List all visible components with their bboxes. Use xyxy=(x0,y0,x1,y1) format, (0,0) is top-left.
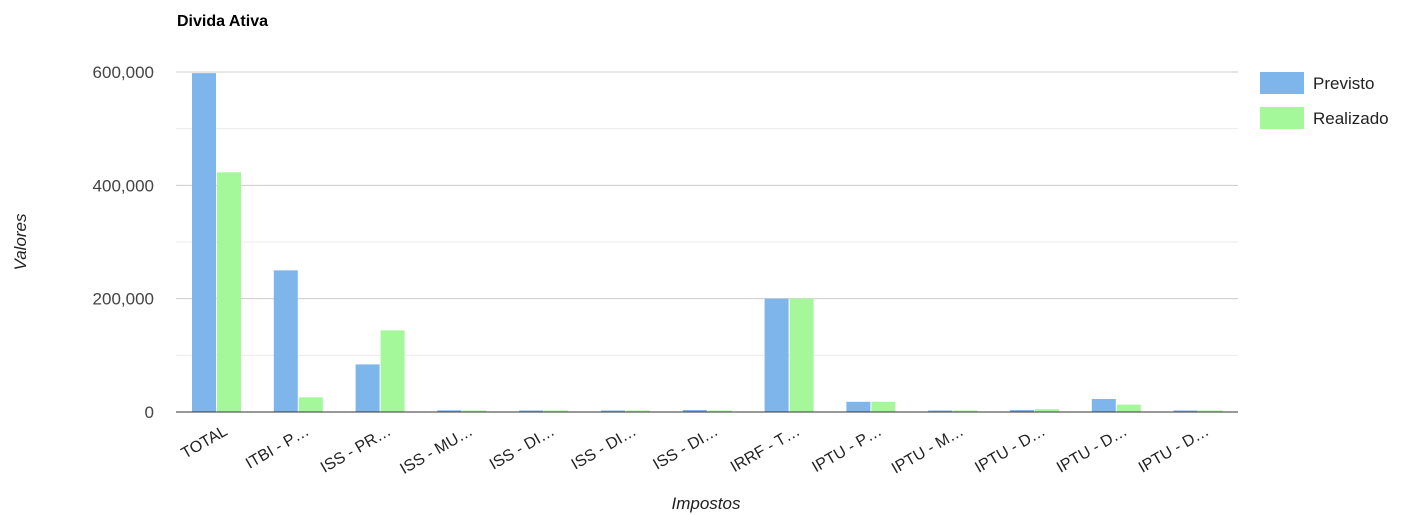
gridlines xyxy=(176,71,1238,356)
x-tick-labels: TOTAL ITBI - P… ISS - PR… ISS - MU… ISS - DI… xyxy=(179,423,1212,478)
bar-previsto-11[interactable] xyxy=(1091,398,1116,412)
x-tick-label-7: IRRF - T… xyxy=(728,423,803,476)
bar-previsto-12[interactable] xyxy=(1173,410,1198,413)
bar-realizado-4[interactable] xyxy=(544,410,569,413)
x-tick-label-0: TOTAL xyxy=(179,423,231,463)
bar-previsto-1[interactable] xyxy=(273,270,298,412)
y-tick-label-3: 600,000 xyxy=(93,63,154,82)
legend[interactable]: Previsto Realizado xyxy=(1260,72,1389,129)
x-tick-label-12: IPTU - D… xyxy=(1136,423,1212,477)
x-tick-label-11: IPTU - D… xyxy=(1054,423,1130,477)
bar-previsto-7[interactable] xyxy=(764,298,789,412)
chart-title: Divida Ativa xyxy=(177,13,268,30)
bar-realizado-5[interactable] xyxy=(626,410,650,413)
x-tick-label-10: IPTU - D… xyxy=(972,423,1048,477)
bar-previsto-5[interactable] xyxy=(601,410,625,413)
bar-realizado-3[interactable] xyxy=(462,410,487,413)
bar-realizado-1[interactable] xyxy=(298,397,323,412)
bar-previsto-4[interactable] xyxy=(519,410,544,413)
y-tick-label-0: 0 xyxy=(145,403,154,422)
bar-realizado-12[interactable] xyxy=(1198,410,1223,413)
bar-previsto-9[interactable] xyxy=(928,410,953,413)
x-tick-label-8: IPTU - P… xyxy=(809,423,884,476)
legend-swatch-previsto xyxy=(1260,72,1304,94)
bar-previsto-0[interactable] xyxy=(192,73,216,412)
bar-previsto-6[interactable] xyxy=(682,410,707,412)
x-tick-label-6: ISS - DI… xyxy=(650,423,721,474)
bar-realizado-0[interactable] xyxy=(217,172,241,412)
bar-realizado-8[interactable] xyxy=(871,401,896,412)
x-tick-label-9: IPTU - M… xyxy=(889,423,967,478)
y-axis-title: Valores xyxy=(11,213,30,271)
bar-realizado-10[interactable] xyxy=(1035,409,1059,412)
legend-label-previsto: Previsto xyxy=(1313,74,1374,93)
legend-label-realizado: Realizado xyxy=(1313,109,1389,128)
bar-realizado-11[interactable] xyxy=(1116,404,1141,412)
x-tick-label-1: ITBI - P… xyxy=(243,423,312,473)
bar-previsto-2[interactable] xyxy=(355,364,380,412)
bar-previsto-10[interactable] xyxy=(1010,410,1034,412)
bar-previsto-8[interactable] xyxy=(846,401,871,412)
legend-item-realizado[interactable]: Realizado xyxy=(1260,107,1389,129)
bar-previsto-3[interactable] xyxy=(437,410,462,412)
y-tick-labels: 0 200,000 400,000 600,000 xyxy=(93,63,154,422)
x-axis-title: Impostos xyxy=(672,494,741,513)
y-tick-label-1: 200,000 xyxy=(93,290,154,309)
bars xyxy=(192,73,1223,412)
y-tick-label-2: 400,000 xyxy=(93,176,154,195)
x-tick-label-5: ISS - DI… xyxy=(569,423,640,474)
legend-swatch-realizado xyxy=(1260,107,1304,129)
bar-realizado-2[interactable] xyxy=(380,330,405,412)
x-tick-label-4: ISS - DI… xyxy=(487,423,558,474)
bar-realizado-6[interactable] xyxy=(707,410,732,413)
bar-realizado-9[interactable] xyxy=(953,410,978,413)
x-tick-label-2: ISS - PR… xyxy=(318,423,394,477)
x-tick-label-3: ISS - MU… xyxy=(397,423,476,478)
bar-realizado-7[interactable] xyxy=(789,298,814,412)
legend-item-previsto[interactable]: Previsto xyxy=(1260,72,1374,94)
